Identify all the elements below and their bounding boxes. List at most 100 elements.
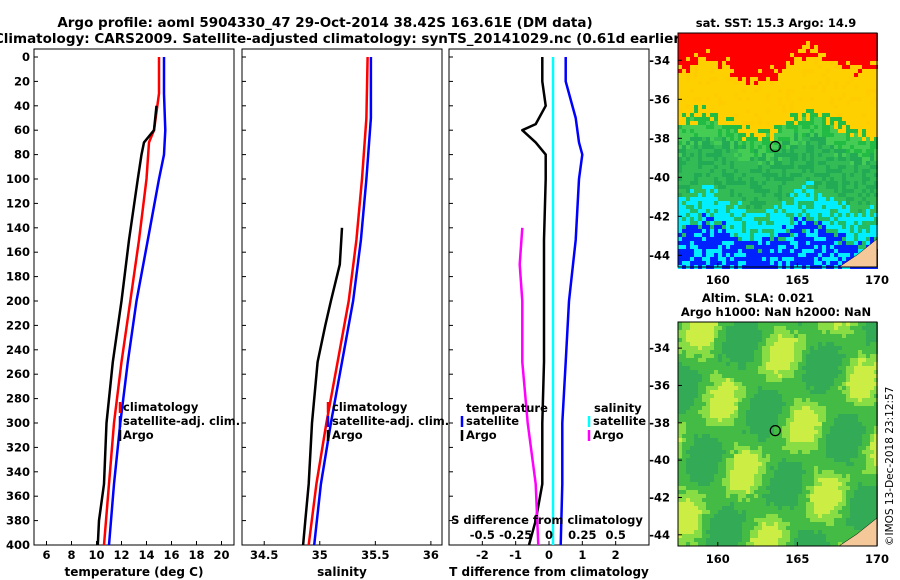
map-cell <box>754 81 758 85</box>
map-cell <box>814 177 818 181</box>
map-cell <box>838 165 842 169</box>
map-cell <box>762 113 766 117</box>
map-cell <box>786 77 790 81</box>
map-cell <box>722 338 726 342</box>
map-cell <box>826 165 830 169</box>
map-cell <box>790 153 794 157</box>
map-cell <box>778 137 782 141</box>
map-cell <box>686 129 690 133</box>
map-cell <box>690 229 694 233</box>
map-cell <box>686 217 690 221</box>
map-cell <box>734 458 738 462</box>
map-cell <box>718 233 722 237</box>
map-cell <box>738 350 742 354</box>
map-cell <box>682 165 686 169</box>
map-cell <box>710 398 714 402</box>
map-cell <box>678 330 682 334</box>
map-cell <box>754 165 758 169</box>
map-cell <box>842 177 846 181</box>
map-cell <box>718 65 722 69</box>
map-cell <box>810 249 814 253</box>
map-cell <box>778 125 782 129</box>
map-cell <box>806 69 810 73</box>
map-cell <box>730 241 734 245</box>
map-cell <box>830 362 834 366</box>
map-cell <box>766 149 770 153</box>
map-cell <box>750 330 754 334</box>
map-cell <box>850 342 854 346</box>
map-cell <box>726 181 730 185</box>
map-cell <box>690 113 694 117</box>
map-cell <box>790 362 794 366</box>
map-cell <box>678 145 682 149</box>
map-cell <box>846 33 850 37</box>
map-cell <box>834 117 838 121</box>
map-cell <box>774 93 778 97</box>
map-cell <box>706 366 710 370</box>
map-cell <box>734 334 738 338</box>
map-cell <box>870 378 874 382</box>
map-cell <box>686 237 690 241</box>
map-cell <box>810 382 814 386</box>
map-cell <box>862 57 866 61</box>
map-cell <box>846 209 850 213</box>
map-cell <box>782 466 786 470</box>
map-cell <box>730 201 734 205</box>
map-cell <box>738 161 742 165</box>
map-cell <box>706 81 710 85</box>
map-cell <box>846 117 850 121</box>
map-cell <box>834 57 838 61</box>
map-cell <box>706 430 710 434</box>
map-cell <box>806 374 810 378</box>
map-cell <box>834 386 838 390</box>
map-cell <box>770 133 774 137</box>
map-cell <box>710 93 714 97</box>
map-cell <box>786 410 790 414</box>
difference-xlabel: T difference from climatology <box>449 565 649 579</box>
map-cell <box>850 330 854 334</box>
map-cell <box>770 422 774 426</box>
map-cell <box>690 426 694 430</box>
map-cell <box>862 169 866 173</box>
map-cell <box>710 382 714 386</box>
map-cell <box>786 378 790 382</box>
map-cell <box>814 45 818 49</box>
map-cell <box>738 374 742 378</box>
map-cell <box>722 225 726 229</box>
map-cell <box>790 253 794 257</box>
map-cell <box>834 77 838 81</box>
map-cell <box>766 414 770 418</box>
map-cell <box>854 366 858 370</box>
map-cell <box>866 161 870 165</box>
map-cell <box>870 173 874 177</box>
map-cell <box>838 237 842 241</box>
map-cell <box>778 229 782 233</box>
map-cell <box>806 233 810 237</box>
map-cell <box>738 137 742 141</box>
map-cell <box>770 450 774 454</box>
map-cell <box>722 438 726 442</box>
map-cell <box>730 93 734 97</box>
map-cell <box>754 185 758 189</box>
map-cell <box>798 81 802 85</box>
map-cell <box>706 185 710 189</box>
map-cell <box>730 354 734 358</box>
map-cell <box>694 233 698 237</box>
map-cell <box>754 370 758 374</box>
map-cell <box>814 125 818 129</box>
map-cell <box>778 157 782 161</box>
map-cell <box>750 378 754 382</box>
diff-legend-temp-argo-label: Argo <box>466 428 497 442</box>
map-cell <box>686 205 690 209</box>
map-cell <box>734 382 738 386</box>
map-cell <box>762 342 766 346</box>
map-cell <box>798 193 802 197</box>
map-cell <box>790 378 794 382</box>
map-cell <box>750 73 754 77</box>
map-cell <box>726 141 730 145</box>
map-cell <box>830 241 834 245</box>
map-cell <box>702 57 706 61</box>
map-cell <box>686 342 690 346</box>
map-cell <box>838 153 842 157</box>
map-cell <box>818 430 822 434</box>
